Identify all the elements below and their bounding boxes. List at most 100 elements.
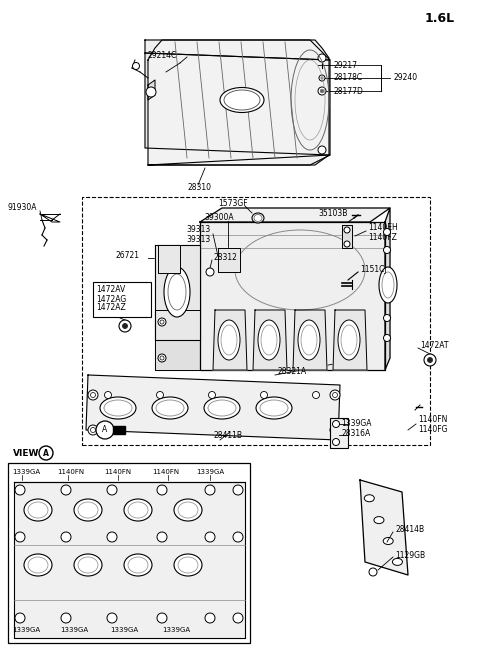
Text: 26721: 26721 [115,252,139,260]
Ellipse shape [258,320,280,360]
Text: 1472AZ: 1472AZ [96,304,126,313]
Circle shape [157,613,167,623]
Circle shape [15,613,25,623]
Ellipse shape [74,554,102,576]
Ellipse shape [252,213,264,223]
Circle shape [146,87,156,97]
Circle shape [330,425,340,435]
Circle shape [132,62,140,70]
Bar [330,418,348,448]
Circle shape [428,357,432,363]
Ellipse shape [204,397,240,419]
Bar [158,245,180,273]
Text: A: A [102,426,108,434]
Ellipse shape [256,397,292,419]
Text: 1472AG: 1472AG [96,294,126,304]
Bar [93,282,151,317]
Circle shape [333,438,339,445]
Circle shape [15,485,25,495]
Ellipse shape [393,558,402,566]
Text: 29240: 29240 [393,74,417,83]
Circle shape [318,146,326,154]
Polygon shape [342,225,352,248]
Text: 29217: 29217 [333,60,357,70]
Text: 1140FN: 1140FN [418,415,447,424]
Circle shape [105,392,111,399]
Text: 1.6L: 1.6L [425,12,455,24]
Circle shape [321,77,323,79]
Text: 1339GA: 1339GA [110,627,138,633]
Circle shape [205,532,215,542]
Circle shape [107,532,117,542]
Polygon shape [253,310,287,370]
Circle shape [344,241,350,247]
Circle shape [107,613,117,623]
Polygon shape [148,80,155,100]
Text: 1140EH: 1140EH [368,223,398,233]
Text: 1339GA: 1339GA [12,627,40,633]
Polygon shape [148,40,329,165]
Ellipse shape [124,499,152,521]
Text: 28414B: 28414B [395,526,424,535]
Circle shape [157,485,167,495]
Circle shape [333,420,339,428]
Circle shape [384,334,391,342]
Polygon shape [385,208,390,370]
Circle shape [107,485,117,495]
Ellipse shape [74,499,102,521]
Text: 28321A: 28321A [278,367,307,376]
Circle shape [88,425,98,435]
Polygon shape [333,310,367,370]
Circle shape [61,613,71,623]
Circle shape [206,268,214,276]
Polygon shape [145,53,330,155]
Polygon shape [218,248,240,272]
Text: 1140FN: 1140FN [104,469,131,475]
Bar [82,197,430,445]
Circle shape [205,613,215,623]
Text: 39300A: 39300A [204,214,234,223]
Text: 1140FN: 1140FN [57,469,84,475]
Circle shape [39,446,53,460]
Text: 29214C: 29214C [148,51,177,60]
Polygon shape [113,426,125,434]
Circle shape [369,568,377,576]
Circle shape [208,392,216,399]
Polygon shape [148,155,330,165]
Circle shape [96,421,114,439]
Circle shape [424,354,436,366]
Text: 39313: 39313 [186,225,210,235]
Ellipse shape [364,495,374,502]
Circle shape [61,485,71,495]
Ellipse shape [152,397,188,419]
Circle shape [233,613,243,623]
Text: 1339GA: 1339GA [60,627,88,633]
Circle shape [318,54,326,62]
Polygon shape [293,310,327,370]
Text: 1339GA: 1339GA [196,469,224,475]
Ellipse shape [298,320,320,360]
Circle shape [119,320,131,332]
Circle shape [233,532,243,542]
Circle shape [344,227,350,233]
Text: 1339GA: 1339GA [162,627,190,633]
Circle shape [233,485,243,495]
Text: 1472AV: 1472AV [96,286,125,294]
Text: 1472AT: 1472AT [420,340,448,350]
Bar [8,463,250,643]
Text: 35103B: 35103B [318,208,348,217]
Ellipse shape [383,537,393,545]
Ellipse shape [338,320,360,360]
Ellipse shape [24,554,52,576]
Text: 1129GB: 1129GB [395,551,425,560]
Ellipse shape [379,267,397,303]
Polygon shape [155,310,200,370]
Text: 1573GF: 1573GF [218,198,248,208]
Text: A: A [43,449,49,457]
Circle shape [122,323,128,328]
Text: 28177D: 28177D [333,87,363,95]
Polygon shape [213,310,247,370]
Text: 28310: 28310 [188,183,212,193]
Polygon shape [14,482,245,638]
Polygon shape [200,208,390,222]
